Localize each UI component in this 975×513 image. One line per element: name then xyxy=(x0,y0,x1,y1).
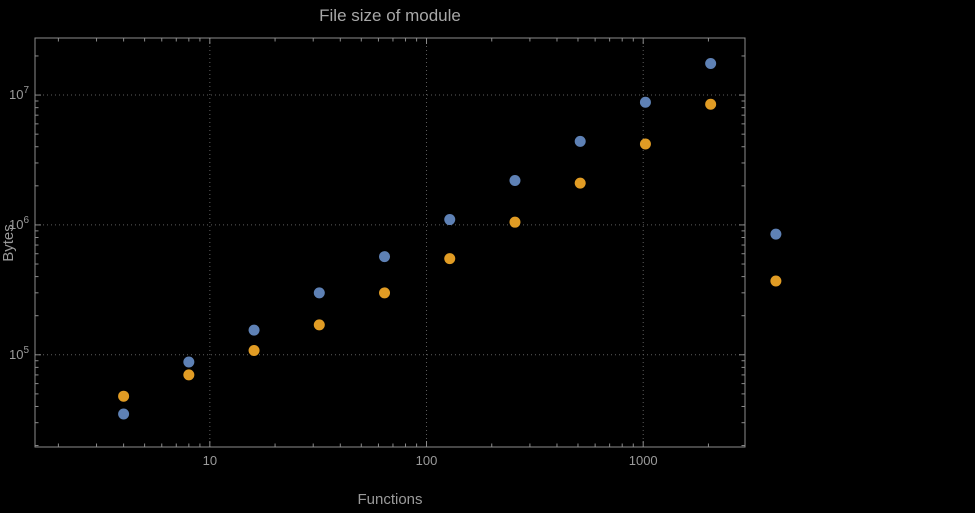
data-point-series-orange xyxy=(444,253,456,265)
x-tick-label: 10 xyxy=(203,453,217,468)
data-point-series-orange xyxy=(379,287,391,299)
data-point-series-orange xyxy=(248,344,260,356)
data-point-series-blue xyxy=(379,251,391,263)
data-point-series-orange xyxy=(639,138,651,150)
y-tick-label: 105 xyxy=(9,345,29,362)
y-tick-label: 107 xyxy=(9,85,29,102)
data-points xyxy=(118,57,782,420)
data-point-series-blue xyxy=(183,356,195,368)
data-point-series-orange xyxy=(574,177,586,189)
data-point-series-orange xyxy=(183,369,195,381)
y-axis-label: Bytes xyxy=(0,224,17,262)
data-point-series-orange xyxy=(313,319,325,331)
tick-marks xyxy=(35,38,745,447)
data-point-series-orange xyxy=(705,98,717,110)
x-axis-label: Functions xyxy=(357,491,422,508)
gridlines xyxy=(35,38,745,447)
data-point-series-orange xyxy=(509,216,521,228)
data-point-series-blue xyxy=(444,214,456,226)
data-point-series-blue xyxy=(248,324,260,336)
data-point-series-blue xyxy=(574,135,586,147)
data-point-series-blue xyxy=(509,174,521,186)
y-tick-label: 106 xyxy=(9,215,29,232)
tick-labels: 10 100 1000 105 106 107 xyxy=(9,85,658,468)
x-tick-label: 1000 xyxy=(629,453,658,468)
x-tick-label: 100 xyxy=(416,453,438,468)
plot-frame xyxy=(34,37,746,448)
data-point-series-blue xyxy=(313,287,325,299)
data-point-series-blue xyxy=(118,408,130,420)
chart-title: File size of module xyxy=(319,6,461,25)
data-point-series-orange xyxy=(118,390,130,402)
data-point-series-orange xyxy=(770,275,782,287)
data-point-series-blue xyxy=(770,228,782,240)
data-point-series-blue xyxy=(639,96,651,108)
data-point-series-blue xyxy=(705,57,717,69)
